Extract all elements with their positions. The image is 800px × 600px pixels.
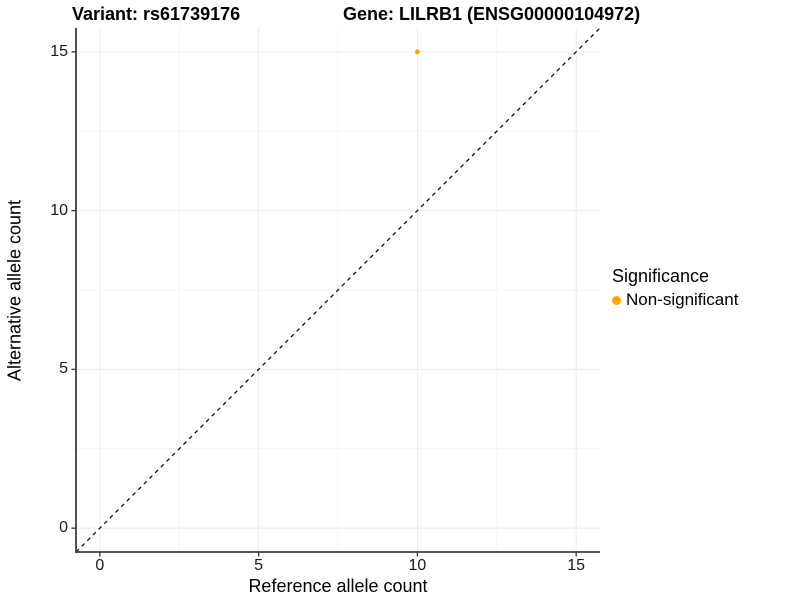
x-axis-title: Reference allele count	[248, 576, 428, 596]
x-tick-label: 0	[95, 557, 105, 574]
legend: Significance Non-significant	[612, 266, 738, 310]
legend-point-icon	[612, 295, 621, 305]
y-tick-label: 15	[50, 42, 68, 60]
legend-item-label: Non-significant	[626, 290, 739, 309]
x-tick-label: 15	[567, 557, 586, 574]
y-tick-label: 0	[59, 519, 68, 537]
legend-title: Significance	[612, 266, 710, 286]
y-axis-title: Alternative allele count	[4, 199, 25, 382]
x-tick-label: 10	[408, 557, 427, 574]
y-tick-label: 10	[50, 201, 68, 219]
plot-title-variant: Variant: rs61739176	[72, 4, 241, 24]
identity-dashed-line	[75, 27, 601, 553]
legend-item: Non-significant	[612, 290, 738, 310]
data-point	[414, 49, 420, 55]
x-tick-label: 5	[254, 557, 264, 574]
y-tick-label: 5	[59, 360, 68, 378]
plot-title-gene: Gene: LILRB1 (ENSG00000104972)	[343, 4, 641, 24]
